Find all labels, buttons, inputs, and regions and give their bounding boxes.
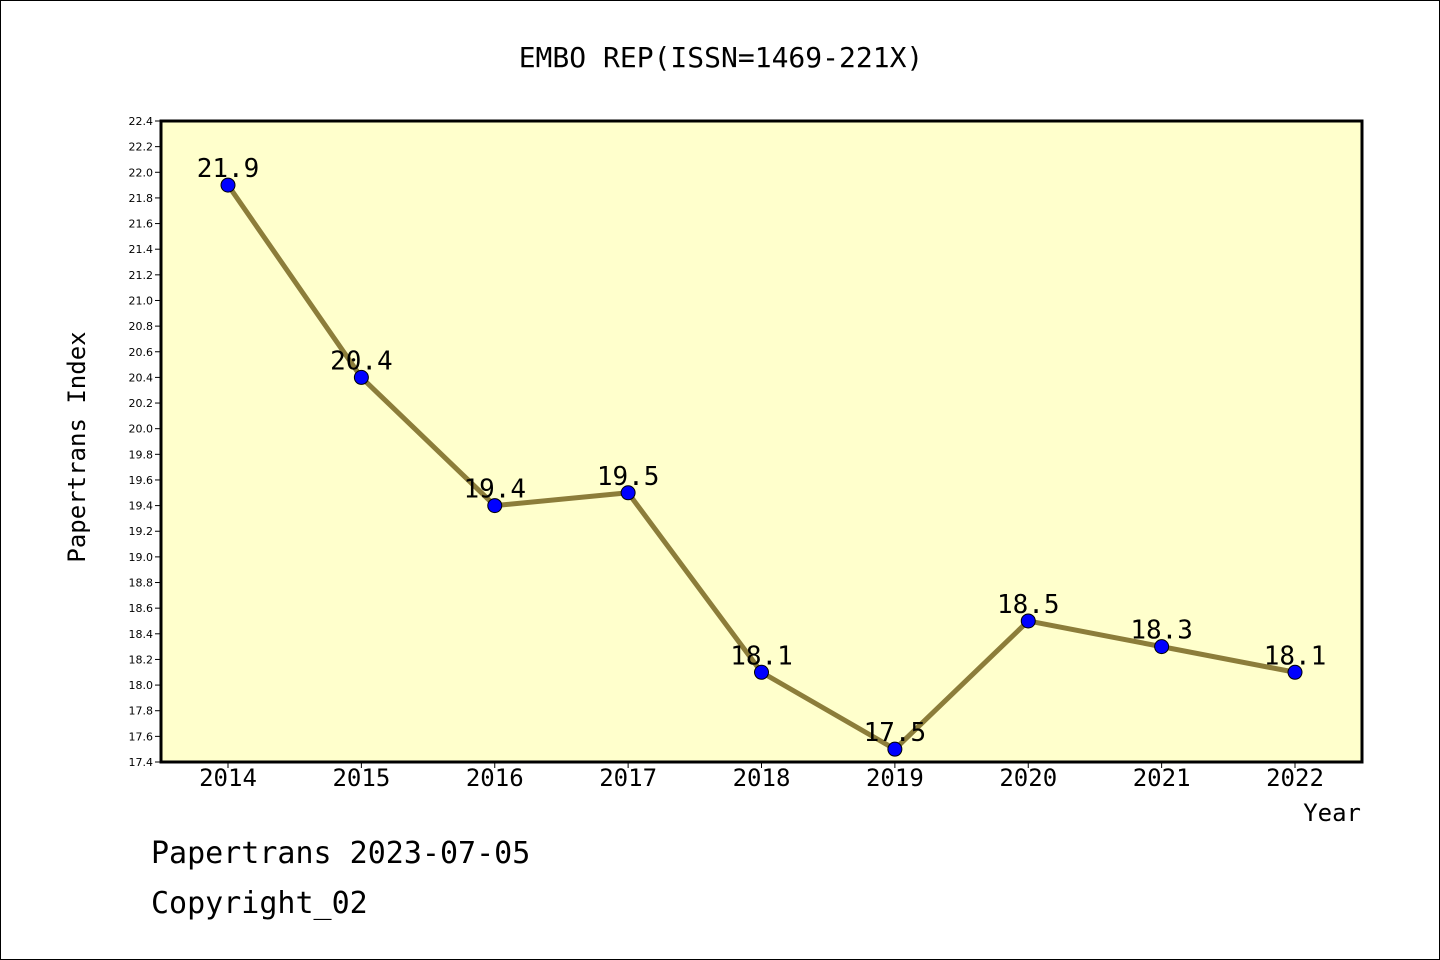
y-tick-label: 19.0 xyxy=(129,551,154,564)
y-tick-label: 22.2 xyxy=(129,141,154,154)
x-tick-label: 2018 xyxy=(733,764,791,792)
y-tick-label: 17.4 xyxy=(129,756,154,769)
x-tick-label: 2020 xyxy=(999,764,1057,792)
x-axis: 2014 2015 2016 2017 2018 2019 2020 2021 2022 xyxy=(199,762,1324,792)
y-tick-label: 18.0 xyxy=(129,679,154,692)
y-tick-label: 18.2 xyxy=(129,653,154,666)
data-point-marker xyxy=(754,664,769,680)
data-label: 18.5 xyxy=(997,590,1060,620)
footer-date-text: Papertrans 2023-07-05 xyxy=(151,836,531,871)
data-label: 21.9 xyxy=(197,154,260,184)
series-markers xyxy=(220,177,1303,757)
data-point-marker xyxy=(887,741,903,757)
y-axis-title: Papertrans Index xyxy=(63,331,91,562)
x-tick-label: 2019 xyxy=(866,764,924,792)
y-tick-label: 20.8 xyxy=(129,320,154,333)
data-point-marker xyxy=(1154,639,1170,655)
data-label: 19.5 xyxy=(597,462,660,492)
data-label: 18.1 xyxy=(730,641,793,671)
x-tick-label: 2017 xyxy=(599,764,657,792)
y-tick-label: 20.0 xyxy=(129,423,154,436)
x-tick-label: 2015 xyxy=(332,764,390,792)
data-point-marker xyxy=(1287,664,1303,680)
data-labels: 21.9 20.4 19.4 19.5 18.1 17.5 18.5 18.3 18.1 xyxy=(197,154,1327,748)
y-tick-label: 19.2 xyxy=(129,525,154,538)
data-label: 19.4 xyxy=(463,475,526,505)
y-tick-label: 18.8 xyxy=(129,577,154,590)
data-point-marker xyxy=(620,485,636,501)
y-tick-label: 21.8 xyxy=(129,192,154,205)
y-tick-label: 21.6 xyxy=(129,218,154,231)
x-tick-label: 2016 xyxy=(466,764,524,792)
y-tick-label: 19.8 xyxy=(129,448,154,461)
y-tick-label: 20.4 xyxy=(129,371,154,384)
y-tick-label: 21.0 xyxy=(129,294,154,307)
x-tick-label: 2014 xyxy=(199,764,257,792)
y-tick-label: 21.4 xyxy=(129,243,154,256)
y-tick-label: 18.4 xyxy=(129,628,154,641)
y-tick-label: 17.8 xyxy=(129,705,154,718)
y-tick-label: 22.0 xyxy=(129,166,154,179)
x-tick-label: 2021 xyxy=(1133,764,1191,792)
data-label: 20.4 xyxy=(330,346,393,376)
y-tick-label: 19.6 xyxy=(129,474,154,487)
data-point-marker xyxy=(220,177,236,193)
data-point-marker xyxy=(1020,613,1036,629)
y-axis: 17.4 17.6 17.8 18.0 18.2 18.4 18.6 18.8 19.0 19.2… xyxy=(129,115,161,769)
y-tick-label: 18.6 xyxy=(129,602,154,615)
y-tick-label: 17.6 xyxy=(129,730,154,743)
data-label: 17.5 xyxy=(864,718,927,748)
data-point-marker xyxy=(487,498,503,514)
x-axis-title: Year xyxy=(1303,799,1361,827)
plot-area xyxy=(159,119,1364,764)
data-label: 18.3 xyxy=(1130,616,1193,646)
data-label: 18.1 xyxy=(1264,641,1327,671)
y-tick-label: 22.4 xyxy=(129,115,154,128)
y-tick-label: 20.6 xyxy=(129,346,154,359)
y-tick-label: 21.2 xyxy=(129,269,154,282)
y-tick-label: 19.4 xyxy=(129,500,154,513)
footer-copyright-text: Copyright_02 xyxy=(151,886,368,921)
y-tick-label: 20.2 xyxy=(129,397,154,410)
chart-title: EMBO REP(ISSN=1469-221X) xyxy=(519,41,924,74)
x-tick-label: 2022 xyxy=(1266,764,1324,792)
data-point-marker xyxy=(353,369,369,385)
